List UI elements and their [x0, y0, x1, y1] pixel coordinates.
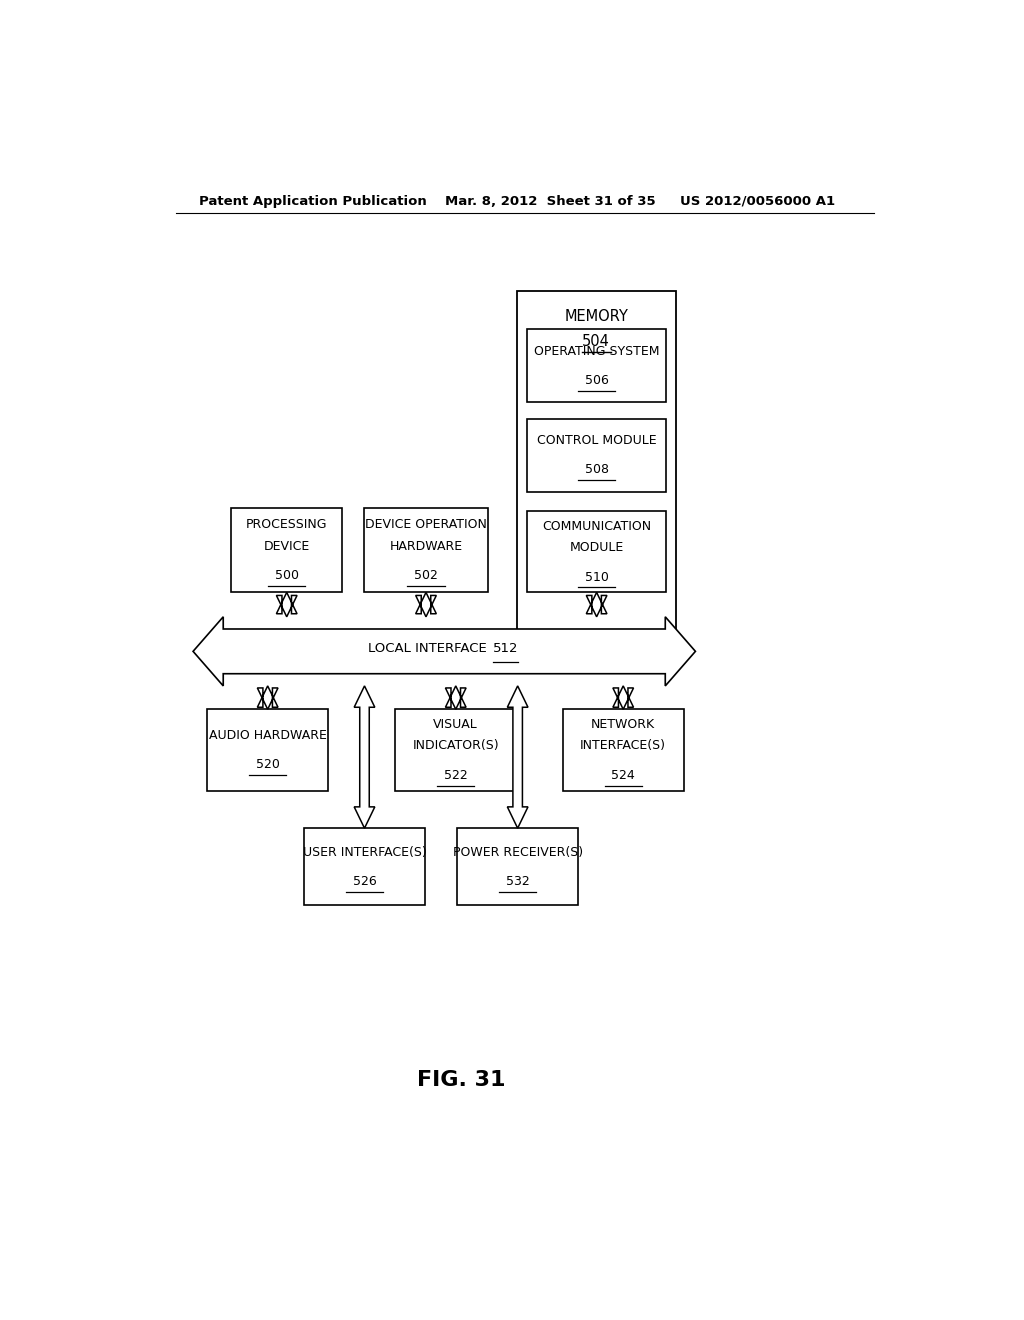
Polygon shape [587, 593, 607, 616]
Text: MODULE: MODULE [569, 541, 624, 554]
Polygon shape [416, 593, 436, 616]
Text: 512: 512 [493, 642, 518, 655]
Text: Patent Application Publication: Patent Application Publication [200, 194, 427, 207]
Text: 506: 506 [585, 374, 608, 387]
Text: CONTROL MODULE: CONTROL MODULE [537, 434, 656, 447]
Text: 508: 508 [585, 463, 608, 477]
Text: NETWORK: NETWORK [591, 718, 655, 731]
FancyBboxPatch shape [563, 709, 684, 791]
Polygon shape [507, 686, 528, 828]
Text: INTERFACE(S): INTERFACE(S) [581, 739, 667, 752]
FancyBboxPatch shape [365, 508, 487, 593]
Polygon shape [257, 686, 278, 709]
Text: HARDWARE: HARDWARE [389, 540, 463, 553]
FancyBboxPatch shape [231, 508, 342, 593]
FancyBboxPatch shape [458, 828, 578, 906]
Text: LOCAL INTERFACE: LOCAL INTERFACE [369, 642, 492, 655]
Text: FIG. 31: FIG. 31 [417, 1071, 506, 1090]
Polygon shape [445, 686, 466, 709]
Text: 500: 500 [274, 569, 299, 582]
Text: 520: 520 [256, 758, 280, 771]
Text: VISUAL: VISUAL [433, 718, 478, 731]
Text: DEVICE: DEVICE [263, 540, 310, 553]
Polygon shape [276, 593, 297, 616]
Text: 532: 532 [506, 875, 529, 888]
Text: USER INTERFACE(S): USER INTERFACE(S) [303, 846, 426, 858]
Polygon shape [354, 686, 375, 828]
FancyBboxPatch shape [207, 709, 328, 791]
FancyBboxPatch shape [527, 511, 666, 593]
Polygon shape [194, 616, 695, 686]
Text: COMMUNICATION: COMMUNICATION [542, 520, 651, 533]
FancyBboxPatch shape [527, 329, 666, 403]
Text: INDICATOR(S): INDICATOR(S) [413, 739, 499, 752]
FancyBboxPatch shape [527, 418, 666, 492]
Text: AUDIO HARDWARE: AUDIO HARDWARE [209, 729, 327, 742]
Text: POWER RECEIVER(S): POWER RECEIVER(S) [453, 846, 583, 858]
Text: 502: 502 [414, 569, 438, 582]
Text: OPERATING SYSTEM: OPERATING SYSTEM [534, 345, 659, 358]
Text: MEMORY: MEMORY [564, 309, 628, 323]
Text: 510: 510 [585, 570, 608, 583]
FancyBboxPatch shape [517, 290, 676, 631]
Polygon shape [613, 686, 634, 709]
FancyBboxPatch shape [395, 709, 516, 791]
Text: PROCESSING: PROCESSING [246, 519, 328, 532]
Text: DEVICE OPERATION: DEVICE OPERATION [366, 519, 487, 532]
Text: 522: 522 [443, 768, 468, 781]
Text: 504: 504 [583, 334, 610, 350]
FancyBboxPatch shape [304, 828, 425, 906]
Text: 524: 524 [611, 768, 635, 781]
Text: 526: 526 [352, 875, 377, 888]
Text: Mar. 8, 2012  Sheet 31 of 35: Mar. 8, 2012 Sheet 31 of 35 [445, 194, 656, 207]
Text: US 2012/0056000 A1: US 2012/0056000 A1 [680, 194, 835, 207]
